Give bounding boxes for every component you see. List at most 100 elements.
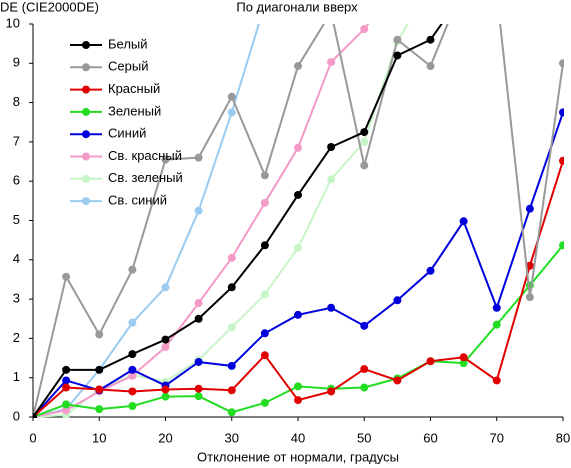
data-point bbox=[161, 385, 170, 394]
legend-marker bbox=[82, 130, 90, 139]
data-point bbox=[161, 392, 170, 401]
data-point bbox=[360, 161, 369, 170]
data-point bbox=[95, 385, 104, 394]
legend-marker bbox=[82, 85, 90, 94]
data-point bbox=[227, 283, 236, 292]
data-point bbox=[62, 272, 71, 281]
legend-marker bbox=[82, 152, 90, 161]
data-point bbox=[327, 143, 336, 152]
data-point bbox=[393, 296, 402, 305]
data-point bbox=[227, 361, 236, 370]
data-point bbox=[492, 303, 501, 312]
data-point bbox=[260, 171, 269, 180]
data-point bbox=[327, 387, 336, 396]
y-tick-label: 2 bbox=[13, 330, 20, 345]
data-point bbox=[194, 384, 203, 393]
data-point bbox=[62, 400, 71, 409]
legend-label: Зеленый bbox=[108, 103, 161, 118]
legend-marker bbox=[82, 63, 90, 72]
data-point bbox=[128, 350, 137, 359]
data-point bbox=[161, 335, 170, 344]
data-point bbox=[426, 357, 435, 366]
legend-label: Красный bbox=[108, 81, 160, 96]
data-point bbox=[161, 343, 170, 352]
series-line bbox=[33, 24, 260, 418]
data-point bbox=[260, 241, 269, 250]
data-point bbox=[426, 266, 435, 275]
data-point bbox=[559, 156, 564, 165]
data-point bbox=[128, 265, 137, 274]
data-point bbox=[260, 351, 269, 360]
data-point bbox=[294, 310, 302, 319]
data-point bbox=[128, 387, 137, 396]
data-point bbox=[227, 253, 236, 262]
data-point bbox=[393, 35, 402, 44]
data-point bbox=[62, 376, 71, 385]
y-tick-label: 10 bbox=[6, 15, 20, 30]
data-point bbox=[128, 401, 137, 410]
data-point bbox=[294, 62, 302, 71]
legend-label: Св. красный bbox=[108, 148, 182, 163]
data-point bbox=[95, 365, 104, 374]
data-point bbox=[294, 382, 302, 391]
data-point bbox=[393, 376, 402, 385]
data-point bbox=[194, 153, 203, 162]
data-point bbox=[360, 365, 369, 374]
data-point bbox=[194, 392, 203, 401]
data-point bbox=[260, 329, 269, 338]
data-point bbox=[360, 383, 369, 392]
data-point bbox=[459, 217, 468, 226]
data-point bbox=[525, 261, 534, 270]
plot-area bbox=[33, 24, 564, 418]
y-tick-label: 8 bbox=[13, 94, 20, 109]
data-point bbox=[360, 128, 369, 137]
data-point bbox=[62, 383, 71, 392]
data-point bbox=[128, 318, 137, 327]
data-point bbox=[294, 396, 302, 405]
y-tick-label: 6 bbox=[13, 173, 20, 188]
data-point bbox=[227, 108, 236, 117]
data-point bbox=[62, 406, 71, 415]
data-point bbox=[128, 371, 137, 380]
y-tick-label: 9 bbox=[13, 55, 20, 70]
legend-marker bbox=[82, 41, 90, 49]
x-tick-label: 30 bbox=[225, 430, 239, 445]
data-point bbox=[360, 25, 369, 34]
data-point bbox=[260, 198, 269, 207]
data-point bbox=[525, 293, 534, 302]
legend-label: Серый bbox=[108, 59, 148, 74]
legend-marker bbox=[82, 197, 90, 206]
data-point bbox=[294, 190, 302, 199]
data-point bbox=[95, 330, 104, 339]
data-point bbox=[559, 59, 564, 68]
y-tick-label: 4 bbox=[13, 251, 20, 266]
y-tick-label: 1 bbox=[13, 369, 20, 384]
data-point bbox=[161, 283, 170, 292]
legend-label: Св. зеленый bbox=[108, 170, 183, 185]
x-tick-label: 60 bbox=[423, 430, 437, 445]
data-point bbox=[227, 92, 236, 101]
data-point bbox=[227, 408, 236, 417]
x-tick-label: 10 bbox=[92, 430, 106, 445]
legend-label: Св. синий bbox=[108, 193, 167, 208]
y-axis-label: DE (CIE2000DE) bbox=[0, 0, 99, 14]
y-tick-label: 3 bbox=[13, 291, 20, 306]
legend-label: Белый bbox=[108, 36, 148, 51]
data-point bbox=[327, 175, 336, 184]
x-tick-label: 40 bbox=[291, 430, 305, 445]
y-tick-label: 5 bbox=[13, 212, 20, 227]
data-point bbox=[525, 204, 534, 213]
x-tick-label: 50 bbox=[357, 430, 371, 445]
data-point bbox=[426, 35, 435, 44]
data-point bbox=[294, 143, 302, 152]
data-point bbox=[294, 244, 302, 253]
data-point bbox=[128, 365, 137, 374]
data-point bbox=[62, 365, 71, 374]
data-point bbox=[194, 314, 203, 323]
data-point bbox=[95, 405, 104, 414]
x-tick-label: 20 bbox=[158, 430, 172, 445]
y-tick-label: 0 bbox=[13, 408, 20, 423]
data-point bbox=[161, 155, 170, 164]
data-point bbox=[393, 51, 402, 60]
x-tick-label: 70 bbox=[490, 430, 504, 445]
